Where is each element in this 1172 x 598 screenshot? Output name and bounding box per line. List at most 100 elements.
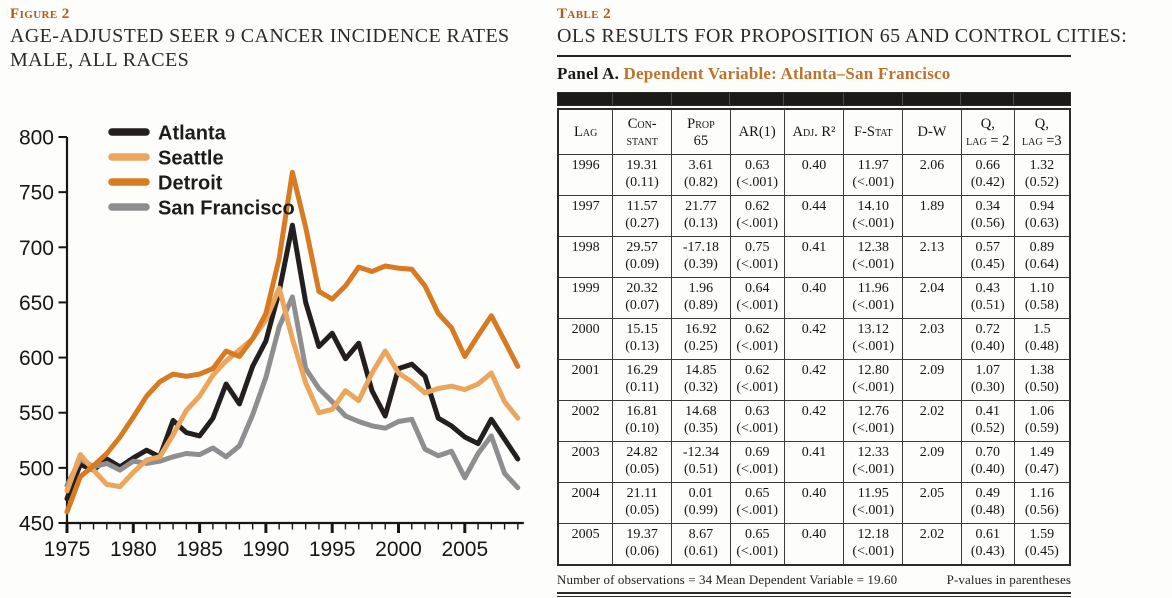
table-row: 2002 16.81 (0.10) 14.68 (0.35) 0.63 (<.001) 0.4…	[557, 400, 1071, 442]
band-segment	[844, 93, 903, 105]
cell-value: 12.33 (<.001)	[843, 441, 904, 483]
cell-value: 2.06	[902, 154, 962, 196]
panel-heading-dependent-variable: Dependent Variable: Atlanta–San Francisc…	[623, 64, 951, 83]
cell-value: 16.29 (0.11)	[612, 359, 673, 401]
cell-value: 0.34 (0.56)	[960, 195, 1015, 237]
y-tick-label: 800	[19, 127, 54, 150]
legend-item-seattle: Seattle	[108, 148, 224, 170]
column-header: Lag	[557, 108, 614, 155]
incidence-chart: 450 500 550 600 650 700 750 800 1975 1980 1985 1990…	[19, 123, 524, 561]
band-segment	[730, 93, 785, 105]
figure-title-line2: MALE, ALL RACES	[10, 49, 190, 71]
legend-item-atlanta: Atlanta	[108, 123, 227, 145]
legend-label: San Francisco	[158, 198, 295, 220]
cell-value: 12.76 (<.001)	[843, 400, 904, 442]
cell-value: 0.94 (0.63)	[1013, 195, 1071, 237]
cell-value: 11.97 (<.001)	[843, 154, 904, 196]
cell-value: 0.64 (<.001)	[729, 277, 785, 319]
column-header: D-W	[902, 108, 962, 155]
cell-value: 0.41 (0.52)	[960, 400, 1015, 442]
y-tick-label: 600	[19, 347, 54, 370]
band-segment	[613, 93, 672, 105]
cell-value: 14.85 (0.32)	[671, 359, 731, 401]
column-header: Prop 65	[671, 108, 731, 155]
cell-value: 16.81 (0.10)	[612, 400, 673, 442]
cell-lag: 2004	[557, 482, 614, 524]
x-tick-label: 1980	[110, 538, 157, 561]
cell-value: 24.82 (0.05)	[612, 441, 673, 483]
cell-value: 0.66 (0.42)	[960, 154, 1015, 196]
table-row: 1997 11.57 (0.27) 21.77 (0.13) 0.62 (<.001) 0.4…	[557, 195, 1071, 237]
footnote-pvalues: P-values in parentheses	[946, 572, 1071, 587]
y-tick-label: 650	[19, 292, 54, 315]
cell-value: 12.18 (<.001)	[843, 523, 904, 566]
legend-item-san-francisco: San Francisco	[108, 198, 295, 220]
cell-value: -17.18 (0.39)	[671, 236, 731, 278]
table-top-band	[557, 92, 1071, 106]
cell-value: 12.38 (<.001)	[843, 236, 904, 278]
cell-value: 20.32 (0.07)	[612, 277, 673, 319]
cell-value: 16.92 (0.25)	[671, 318, 731, 360]
cell-lag: 1998	[557, 236, 614, 278]
cell-value: 0.40	[783, 154, 845, 196]
cell-lag: 1996	[557, 154, 614, 196]
series-line-seattle	[64, 285, 521, 494]
cell-value: 19.31 (0.11)	[612, 154, 673, 196]
cell-value: 21.77 (0.13)	[671, 195, 731, 237]
cell-value: 2.05	[902, 482, 962, 524]
panel-heading: Panel A. Dependent Variable: Atlanta–San…	[557, 64, 1169, 84]
cell-value: 0.70 (0.40)	[960, 441, 1015, 483]
band-segment	[672, 93, 731, 105]
band-segment	[558, 93, 613, 105]
cell-lag: 2005	[557, 523, 614, 566]
y-tick-label: 550	[19, 402, 54, 425]
figure-block: Figure 2 AGE-ADJUSTED SEER 9 CANCER INCI…	[10, 6, 555, 596]
cell-value: 1.32 (0.52)	[1013, 154, 1071, 196]
cell-value: 0.65 (<.001)	[729, 482, 785, 524]
cell-value: 1.96 (0.89)	[671, 277, 731, 319]
cell-value: 0.42	[783, 359, 845, 401]
cell-value: 2.09	[902, 359, 962, 401]
cell-value: 1.59 (0.45)	[1013, 523, 1071, 566]
cell-value: 2.09	[902, 441, 962, 483]
legend: Atlanta Seattle Detroit San Francisco	[108, 123, 295, 220]
cell-value: 8.67 (0.61)	[671, 523, 731, 566]
cell-value: 0.49 (0.48)	[960, 482, 1015, 524]
legend-label: Seattle	[158, 148, 224, 170]
cell-value: 0.89 (0.64)	[1013, 236, 1071, 278]
table-header-row: Lag Con-stant Prop 65 AR(1) Adj. R² F-Stat D-W Q…	[557, 108, 1071, 155]
cell-value: 14.68 (0.35)	[671, 400, 731, 442]
table-row: 2005 19.37 (0.06) 8.67 (0.61) 0.65 (<.001) 0.40…	[557, 523, 1071, 566]
x-tick-label: 1985	[176, 538, 223, 561]
column-header: Q, lag =3	[1013, 108, 1071, 155]
y-tick-label: 500	[19, 457, 54, 480]
cell-value: 15.15 (0.13)	[612, 318, 673, 360]
cell-value: 0.63 (<.001)	[729, 400, 785, 442]
cell-lag: 2002	[557, 400, 614, 442]
x-tick-label: 1975	[44, 538, 91, 561]
cell-value: 0.42	[783, 318, 845, 360]
table-row: 2000 15.15 (0.13) 16.92 (0.25) 0.62 (<.001) 0.4…	[557, 318, 1071, 360]
table-title: OLS RESULTS FOR PROPOSITION 65 AND CONTR…	[557, 25, 1128, 47]
figure-title: AGE-ADJUSTED SEER 9 CANCER INCIDENCE RAT…	[10, 24, 555, 72]
column-header: Q, lag = 2	[960, 108, 1015, 155]
cell-lag: 1999	[557, 277, 614, 319]
cell-value: 11.57 (0.27)	[612, 195, 673, 237]
cell-lag: 2001	[557, 359, 614, 401]
table-label: Table 2	[557, 6, 612, 22]
cell-value: 0.01 (0.99)	[671, 482, 731, 524]
y-tick-label: 750	[19, 182, 54, 205]
cell-value: 0.72 (0.40)	[960, 318, 1015, 360]
cell-lag: 2003	[557, 441, 614, 483]
cell-value: 19.37 (0.06)	[612, 523, 673, 566]
cell-value: 0.61 (0.43)	[960, 523, 1015, 566]
cell-value: 0.40	[783, 277, 845, 319]
cell-value: 3.61 (0.82)	[671, 154, 731, 196]
cell-value: 1.10 (0.58)	[1013, 277, 1071, 319]
figure-label: Figure 2	[10, 6, 70, 22]
cell-value: 12.80 (<.001)	[843, 359, 904, 401]
bottom-rule	[557, 592, 1071, 597]
column-header: AR(1)	[729, 108, 785, 155]
column-header: Adj. R²	[783, 108, 845, 155]
table-footnote: Number of observations = 34 Mean Depende…	[557, 572, 1071, 588]
